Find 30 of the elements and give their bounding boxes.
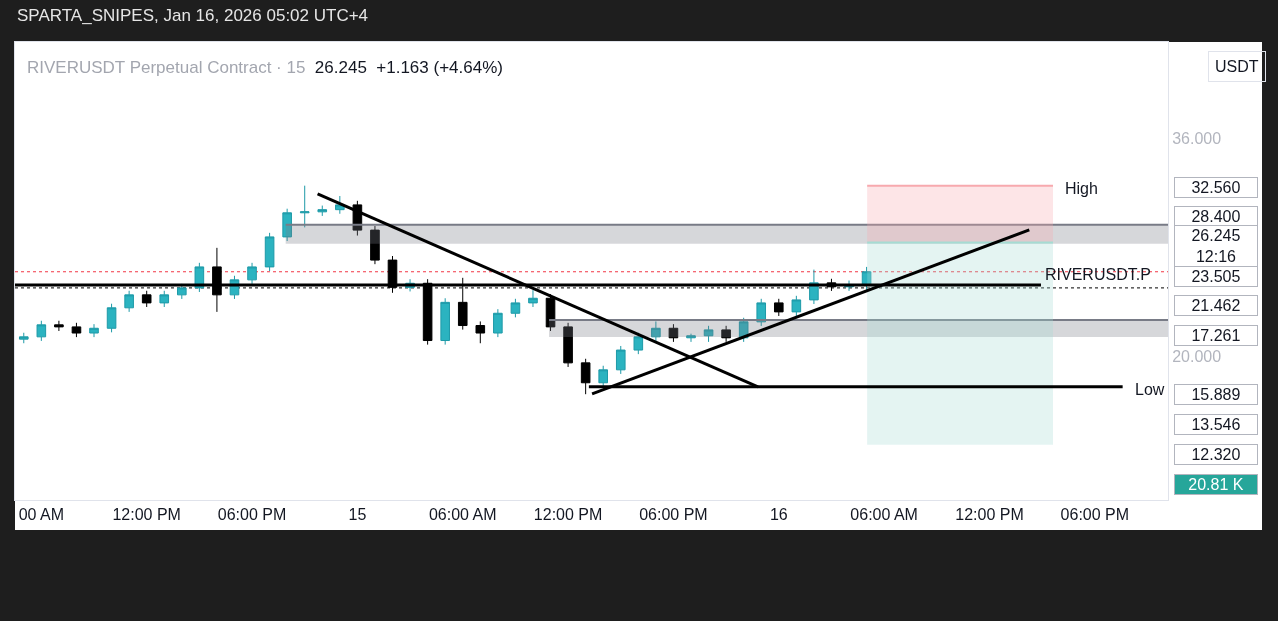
x-tick-label: 00 AM [18,506,65,524]
x-tick-label: 06:00 AM [850,506,918,524]
text: 15.889 [1191,386,1241,403]
x-tick-label: 06:00 PM [639,506,708,524]
x-tick-label: 16 [769,506,788,524]
y-axis-title: USDT [1215,58,1259,75]
text: 12.320 [1191,446,1241,463]
annotation: RIVERUSDT.P [1045,266,1151,283]
x-tick-label: 06:00 AM [428,506,497,524]
text: 28.400 [1191,208,1241,225]
text: 17.261 [1191,327,1241,344]
x-tick-label: 12:00 PM [955,506,1024,524]
text: SPARTA_SNIPES, Jan 16, 2026 05:02 UTC+4 [17,6,369,25]
x-tick-label: 06:00 PM [217,506,287,524]
text: 20.81 K [1188,476,1244,493]
x-tick-label: 12:00 PM [533,506,603,524]
text: 21.462 [1191,297,1241,314]
text: 32.560 [1191,179,1241,196]
text: 23.505 [1191,268,1241,285]
y-tick-label: 36.000 [1172,130,1222,148]
text: 26.245 +1.163 (+4.64%) [314,57,503,77]
x-tick-label: 12:00 PM [112,506,181,524]
annotation: High [1065,180,1098,197]
text: 26.245 12:16 [1191,227,1241,265]
x-tick-label: 15 [348,506,367,524]
text: RIVERUSDT Perpetual Contract · 15 [27,57,306,77]
x-tick-label: 06:00 PM [1060,506,1130,524]
text: 13.546 [1191,416,1241,433]
annotation: Low [1135,381,1165,398]
y-tick-label: 20.000 [1172,348,1222,366]
